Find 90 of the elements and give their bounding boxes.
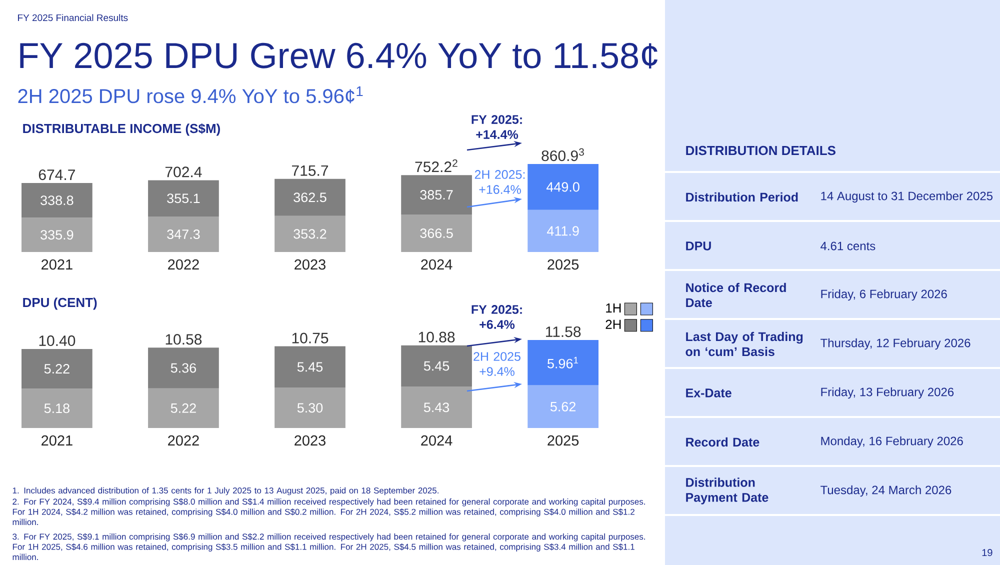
x-tick-label: 2023 [294,435,326,446]
bar [148,388,219,428]
text: 4.61 cents [820,242,876,250]
data-label: 5.36 [170,363,196,373]
data-label: 5.22 [44,364,70,374]
text: Thursday, 12 February 2026 [820,338,970,350]
data-label: 385.7 [420,190,453,200]
total-label: 674.7 [38,169,75,180]
bar [401,345,472,387]
x-tick-label: 2022 [168,259,199,270]
x-tick-label: 2022 [168,435,199,446]
legend-label: 2H [606,320,621,329]
annotation: 2H 2025 +9.4% [474,352,520,376]
text: FY 2025 Financial Results [18,14,128,22]
text: Tuesday, 24 March 2026 [820,485,952,497]
text: FY 2025: +14.4% [472,115,522,139]
data-label: 353.2 [294,229,326,239]
x-tick-label: 2025 [548,259,579,270]
bar [401,214,472,252]
text: Last Day of Trading on ‘cum’ Basis [686,332,803,356]
text: Ex-Date [686,388,732,398]
bar [528,210,598,252]
total-label: 715.7 [292,165,328,176]
bar [148,180,219,216]
x-tick-label: 2024 [421,259,452,270]
x-tick-label: 2025 [548,435,579,446]
total-label: 702.4 [165,166,202,178]
data-label: 5.96$^{1}$ [548,356,578,368]
text: 19 [982,549,992,556]
total-label: 10.88 [418,332,455,342]
data-label: 5.22 [170,403,196,413]
bar [274,346,346,388]
total-label: 860.9$^{3}$ [542,148,584,162]
data-label: 5.45 [424,361,450,371]
text: 3. For FY 2025, S$9.1 million comprising S$6.9 million and S$2.2 million received respectively had been retained for general corporate and working capital purposes. For 1H 2025, S$4.6 million was retained, comprising S$3.5 million and S$1.1 million. For 2H 2025, S$4.5 million was retained, comprising S$3.4 million and S$1.1 million. [12,533,645,560]
data-label: 5.45 [297,362,323,372]
text: Notice of Record Date [686,282,786,308]
bar [528,164,598,210]
total-label: 11.58 [546,326,581,338]
data-label: 5.30 [297,403,323,413]
data-label: 362.5 [294,192,326,202]
text: DPU [686,242,711,250]
text: Monday, 16 February 2026 [821,436,963,448]
data-label: 411.9 [546,226,579,236]
text: Record Date [686,437,760,447]
data-label: 338.8 [40,196,74,206]
text: Distribution Payment Date [686,478,768,504]
data-label: 5.18 [44,404,70,414]
text: Friday, 13 February 2026 [821,387,954,399]
text: Friday, 6 February 2026 [821,289,947,301]
data-label: 347.3 [167,229,200,240]
bar [148,216,219,252]
text: 14 August to 31 December 2025 [821,191,993,203]
text: FY 2025: +6.4% [472,305,522,329]
bar [22,183,92,218]
data-label: 355.1 [167,194,200,204]
total-label: 10.75 [292,332,328,344]
bar [274,388,346,428]
chart-title: DISTRIBUTABLE INCOME (S$M) [23,123,220,136]
bar [148,348,219,388]
bar [401,175,472,215]
bar [401,386,472,428]
text: 2H 2025 DPU rose 9.4% YoY to 5.96¢$^{1}$ [18,86,363,104]
text: FY 2025 DPU Grew 6.4% YoY to 11.58¢ [20,42,658,69]
legend-label: 1H [606,304,621,312]
x-tick-label: 2021 [42,259,72,270]
total-label: 10.40 [39,335,76,346]
data-label: 366.5 [420,228,453,238]
x-tick-label: 2021 [42,435,72,446]
text: Distribution Period [686,192,798,202]
data-label: 449.0 [546,182,580,192]
text: DISTRIBUTION DETAILS [686,146,836,156]
bar [274,216,346,252]
chart-title: DPU (CENT) [23,298,97,310]
bar [528,340,598,386]
x-tick-label: 2024 [421,435,452,446]
bar [528,385,598,428]
bar [22,388,92,428]
total-label: 10.58 [166,334,202,345]
x-tick-label: 2023 [294,259,326,270]
data-label: 335.9 [40,230,74,240]
bar [22,348,92,389]
text: 2. For FY 2024, S$9.4 million comprising S$8.0 million and S$1.4 million received respectively had been retained for general corporate and working capital purposes. For 1H 2024, S$4.2 million was retained, comprising S$4.0 million and S$0.2 million. For 2H 2024, S$5.2 million was retained, comprising S$4.0 million and S$1.2 million. [12,498,645,526]
bar [274,178,346,216]
bar [22,218,92,252]
annotation: 2H 2025: +16.4% [474,170,525,194]
data-label: 5.62 [550,402,576,412]
data-label: 5.43 [424,402,450,412]
text: 1. Includes advanced distribution of 1.35 cents for 1 July 2025 to 13 August 2025, paid on 18 September 2025. [12,487,438,496]
total-label: 752.2$^{2}$ [415,159,458,172]
